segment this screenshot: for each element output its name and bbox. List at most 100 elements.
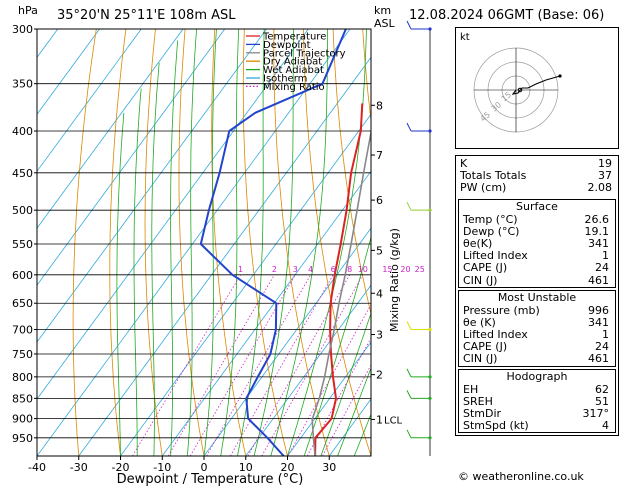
mixing-ratio-line [230,274,334,456]
mu-rows-label: Lifted Index [463,328,528,342]
isotherm-line [287,341,371,456]
mu-rows-row: Pressure (mb) 996 [459,303,615,317]
mixing-ratio-label: 1 [238,265,243,274]
wind-barb-flag [406,390,412,399]
isotherm-line [120,113,371,456]
indices-rows-value: 37 [598,169,612,183]
wind-level-marker [428,208,432,212]
wind-barb-flag [406,20,412,30]
hodo-rows-label: SREH [463,394,493,408]
mixing-ratio-label: 25 [415,265,425,274]
pressure-tick-label: 650 [12,297,33,310]
hodograph-panel: kt 15 30 45 [455,27,619,149]
legend-label: Dewpoint [263,40,311,51]
legend-label: Wet Adiabat [263,65,324,76]
mu-rows-label: CIN (J) [463,352,498,366]
wind-barb-flag [406,122,412,132]
wet-adiabat-line [186,29,197,456]
hodograph-trace [511,75,561,95]
pressure-tick-label: 750 [12,348,33,361]
asl-unit-label: ASL [374,17,396,30]
wet-adiabat-line [220,29,240,456]
parcel-trajectory-profile [311,127,371,456]
legend-label: Parcel Trajectory [263,48,346,59]
mu-rows-label: θe (K) [463,315,496,329]
mixing-ratio-label: 20 [400,265,410,274]
mu-rows-value: 996 [588,303,609,317]
hodo-rows-row: SREH 51 [459,394,615,408]
hodograph-unit-label: kt [460,32,470,43]
hpa-unit-label: hPa [18,4,38,17]
pressure-tick-label: 800 [12,371,33,384]
hodograph-box: Hodograph EH 62 SREH 51 StmDir 317° StmSpd (kt… [458,368,616,434]
mu-rows-value: 24 [595,340,609,354]
wet-adiabat-line [151,62,160,456]
surface-rows-label: CAPE (J) [463,261,508,275]
isotherm-line [245,284,371,456]
mixing-ratio-line [261,274,364,456]
temperature-profile [314,103,364,456]
surface-rows-label: θe(K) [463,236,493,250]
wind-barb-flag [406,368,412,378]
isotherm-line [37,29,226,286]
altitude-tick-label: 5 [376,244,383,257]
hodo-rows-row: StmSpd (kt) 4 [459,419,615,433]
pressure-tick-label: 900 [12,413,33,426]
footer-copyright: © weatheronline.co.uk [458,470,584,483]
x-axis-title: Dewpoint / Temperature (°C) [117,472,304,486]
hodo-rows-value: 62 [595,382,609,396]
surface-title: Surface [516,199,558,213]
mixing-ratio-label: 3 [293,265,298,274]
wet-adiabat-line [337,366,371,456]
altitude-tick-label: 8 [376,99,383,112]
temperature-tick-label: -10 [153,461,171,474]
hodo-rows-row: EH 62 [459,382,615,396]
isotherm-line [37,29,142,172]
hodograph-plot: kt 15 30 45 [460,32,562,133]
mixing-ratio-label: 6 [331,265,336,274]
wind-barb-flag [406,429,412,439]
indices-rows-value: 19 [598,157,612,170]
indices-rows-label: K [460,157,468,170]
indices-rows-row: PW (cm) 2.08 [456,182,618,194]
isotherm-line [37,29,100,115]
wet-adiabat-line [116,112,125,456]
hodo-rows-value: 4 [602,419,609,433]
dry-adiabat-line [144,29,163,456]
wet-adiabat-line [133,88,142,456]
isotherm-line [78,56,371,456]
datetime-label: 12.08.2024 06GMT (Base: 06) [409,8,604,23]
dry-adiabat-line [72,29,97,456]
indices-rows-label: Totals Totals [460,169,527,183]
pressure-tick-label: 700 [12,324,33,337]
surface-rows-value: 26.6 [584,212,610,226]
temperature-tick-label: 30 [322,461,336,474]
altitude-tick-label: 7 [376,149,383,162]
pressure-tick-label: 600 [12,269,33,282]
wet-adiabat-line [170,40,179,456]
indices-rows-row: K 19 [456,157,618,170]
pressure-tick-label: 300 [12,23,33,36]
wind-barb-flag [406,201,412,211]
hodograph-table-title: Hodograph [506,369,568,383]
isotherm-line [203,227,371,456]
dewpoint-profile [199,29,347,456]
mu-rows-value: 461 [588,352,609,366]
hodograph-ring-label-30: 30 [490,100,504,113]
temperature-tick-label: 0 [201,461,208,474]
wind-level-marker [428,396,432,400]
wet-adiabat-line [320,312,371,456]
indices-rows-value: 2.08 [587,181,613,195]
temperature-tick-label: -40 [28,461,46,474]
most-unstable-box: Most Unstable Pressure (mb) 996 θe (K) 341 L… [458,289,616,367]
pressure-tick-label: 350 [12,78,33,91]
mu-rows-row: CAPE (J) 24 [459,341,615,353]
surface-rows-value: 24 [595,261,609,275]
isotherm-line [37,29,184,229]
mixing-ratio-label: 2 [272,265,277,274]
altitude-tick-label: 4 [376,287,383,300]
mu-rows-row: Lifted Index 1 [459,328,615,342]
pressure-tick-label: 850 [12,392,33,405]
temperature-tick-label: 20 [281,461,295,474]
surface-rows-value: 1 [602,249,609,263]
